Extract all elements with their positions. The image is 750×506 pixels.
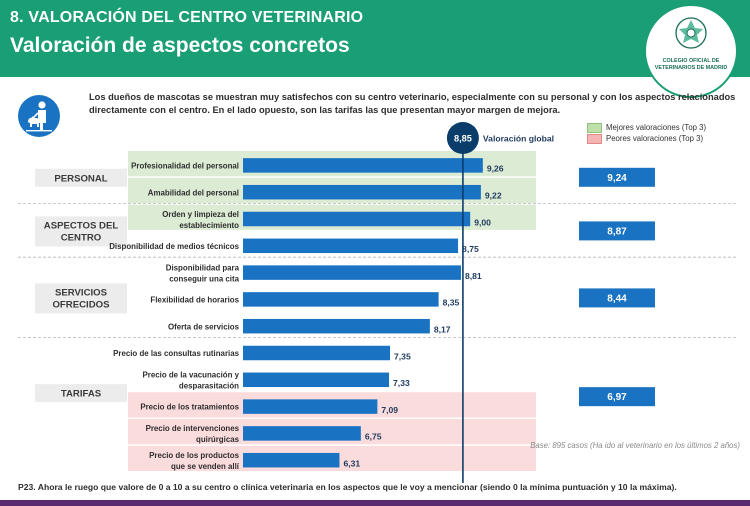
category-label: Disponibilidad para: [166, 263, 240, 272]
legend-best-label: Mejores valoraciones (Top 3): [606, 123, 707, 132]
group-label-bg: [35, 283, 127, 314]
footer-bar: [0, 500, 750, 506]
value-label: 6,75: [365, 432, 382, 442]
group-label: ASPECTOS DEL: [44, 220, 119, 231]
group-summary-value: 6,97: [607, 392, 627, 403]
header-band: 8. VALORACIÓN DEL CENTRO VETERINARIO Val…: [0, 0, 750, 77]
value-label: 9,22: [485, 190, 502, 200]
value-label: 7,33: [393, 378, 410, 388]
value-label: 8,75: [462, 244, 479, 254]
bar: [243, 158, 483, 173]
category-label: Disponibilidad de medios técnicos: [109, 242, 239, 251]
legend-best: Mejores valoraciones (Top 3): [587, 122, 706, 133]
value-label: 8,81: [465, 271, 482, 281]
global-label: Valoración global: [483, 134, 554, 144]
bar: [243, 426, 361, 441]
logo-text: COLEGIO OFICIAL DE VETERINARIOS DE MADRI…: [654, 58, 728, 71]
category-label: conseguir una cita: [169, 274, 239, 283]
group-label: TARIFAS: [61, 389, 102, 400]
base-note: Base: 895 casos (Ha ido al veterinario e…: [530, 441, 740, 450]
category-label: establecimiento: [179, 221, 239, 230]
category-label: Profesionalidad del personal: [131, 161, 239, 170]
college-logo: COLEGIO OFICIAL DE VETERINARIOS DE MADRI…: [644, 4, 738, 98]
category-label: quirúrgicas: [196, 435, 240, 444]
category-label: Precio de la vacunación y: [143, 371, 240, 380]
section-title: 8. VALORACIÓN DEL CENTRO VETERINARIO: [10, 9, 364, 26]
category-label: Flexibilidad de horarios: [150, 295, 239, 304]
group-label: OFRECIDOS: [52, 299, 110, 310]
legend-worst-label: Peores valoraciones (Top 3): [606, 134, 704, 143]
group-summary-value: 8,44: [607, 293, 627, 304]
pet-owner-icon: [18, 95, 60, 137]
bar: [243, 292, 439, 307]
value-label: 8,17: [434, 324, 451, 334]
legend: Mejores valoraciones (Top 3) Peores valo…: [587, 122, 706, 144]
global-marker: [446, 122, 479, 154]
legend-best-swatch: [587, 122, 602, 133]
bar: [243, 452, 340, 468]
value-label: 7,09: [381, 405, 398, 415]
bar: [243, 399, 378, 414]
group-summary-box: [579, 387, 655, 407]
bar: [243, 238, 459, 254]
page-title: Valoración de aspectos concretos: [10, 34, 350, 57]
bar: [243, 345, 391, 361]
group-summary-box: [579, 288, 655, 308]
global-value: 8,85: [454, 134, 472, 144]
value-label: 6,31: [343, 458, 360, 468]
group-summary-value: 9,24: [607, 173, 627, 184]
value-label: 8,35: [443, 298, 460, 308]
group-label-bg: [35, 168, 127, 187]
category-label: Orden y limpieza del: [162, 210, 239, 219]
question-text: P23. Ahora le ruego que valore de 0 a 10…: [18, 482, 677, 492]
group-label: PERSONAL: [54, 173, 107, 184]
group-label-bg: [35, 384, 127, 403]
group-label-bg: [35, 216, 127, 247]
intro-text: Los dueños de mascotas se muestran muy s…: [89, 92, 736, 115]
group-summary-box: [579, 221, 655, 241]
category-label: Precio de los productos: [149, 451, 239, 460]
legend-worst-swatch: [587, 133, 602, 144]
bar: [243, 265, 461, 280]
value-label: 7,35: [394, 351, 411, 361]
category-label: Oferta de servicios: [168, 322, 240, 331]
group-label: SERVICIOS: [55, 287, 108, 298]
category-label: Precio de las consultas rutinarias: [113, 349, 239, 358]
category-label: Precio de los tratamientos: [140, 403, 239, 412]
group-label: CENTRO: [61, 232, 102, 243]
bar: [243, 372, 390, 388]
category-label: desparasitación: [179, 382, 239, 391]
bar: [243, 184, 481, 200]
logo-emblem-icon: [675, 17, 707, 49]
group-summary-box: [579, 167, 655, 187]
category-label: Precio de intervenciones: [146, 424, 240, 433]
legend-worst: Peores valoraciones (Top 3): [587, 133, 706, 144]
value-label: 9,26: [487, 164, 504, 174]
value-label: 9,00: [474, 217, 491, 227]
category-label: que se venden allí: [171, 462, 240, 471]
group-summary-value: 8,87: [607, 226, 627, 237]
bar: [243, 318, 430, 334]
category-label: Amabilidad del personal: [148, 188, 239, 197]
bar: [243, 211, 471, 227]
